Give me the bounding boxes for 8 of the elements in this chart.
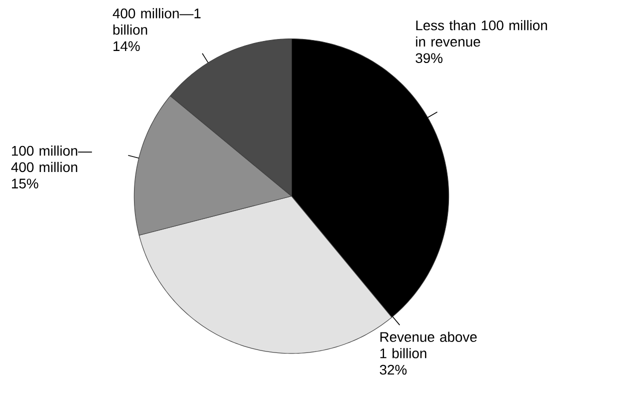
data-label: 32%: [380, 364, 407, 375]
data-label: 14%: [114, 41, 140, 51]
slice-label: 400 million—1 billion: [112, 8, 201, 35]
slice-label: 100 million—400 million: [11, 145, 92, 172]
slice-label: Less than 100 million in revenue: [416, 20, 547, 47]
slice-label: Revenue above 1 billion: [380, 332, 477, 358]
data-label: 15%: [12, 178, 38, 188]
data-label: 39%: [416, 53, 442, 63]
